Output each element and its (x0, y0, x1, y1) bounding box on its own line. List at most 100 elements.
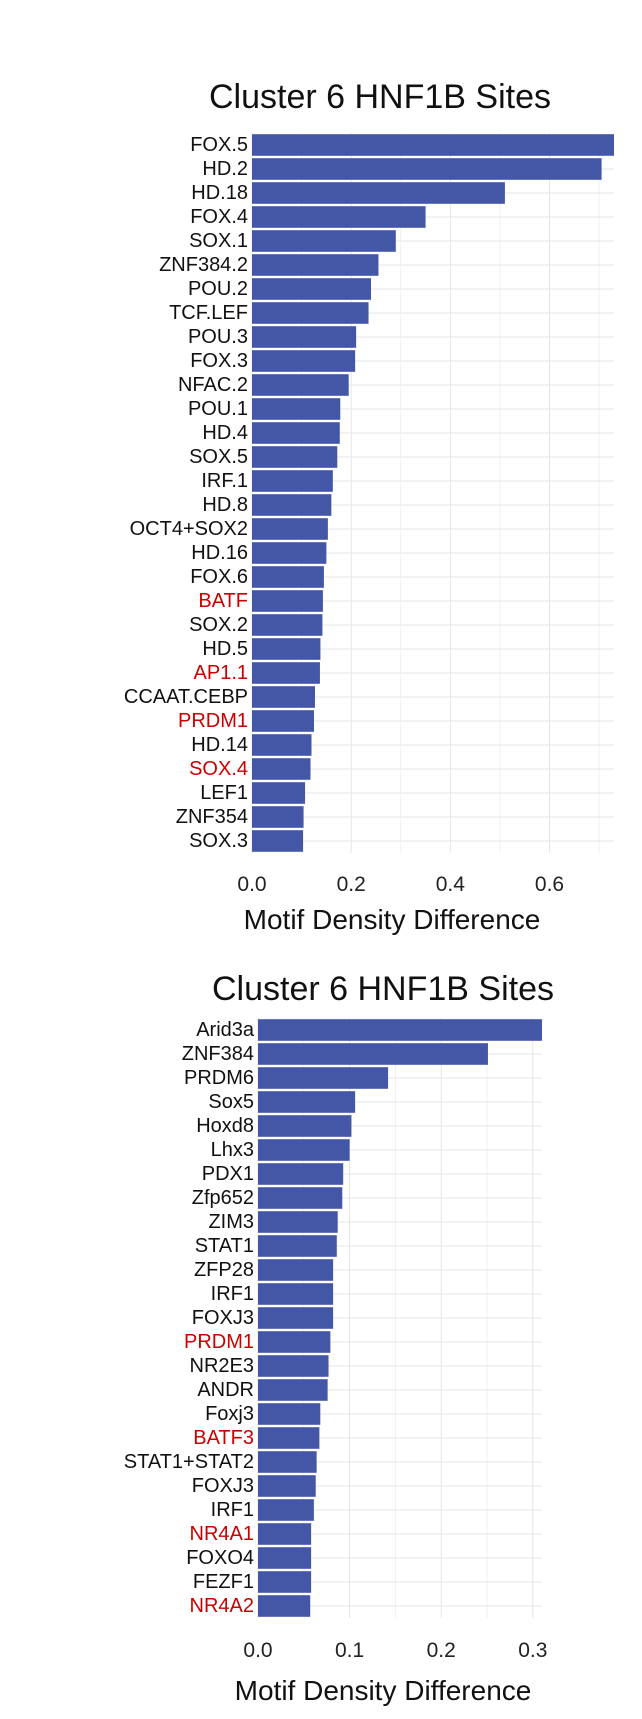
chart1-bar-3 (252, 182, 505, 204)
chart1-bar-25 (252, 710, 314, 732)
chart2-category-label: Foxj3 (205, 1403, 254, 1425)
chart2-category-label: Zfp652 (192, 1187, 254, 1209)
chart1-category-label: SOX.1 (189, 230, 248, 252)
chart2-x-tick-label: 0.0 (243, 1639, 272, 1662)
chart1-bar-30 (252, 830, 304, 852)
chart2-category-label: FOXO4 (186, 1547, 254, 1569)
chart2-bar-2 (258, 1043, 488, 1065)
chart1-bar-16 (252, 494, 332, 516)
chart2-category-label: ZIM3 (208, 1211, 254, 1233)
chart1-category-label: TCF.LEF (169, 302, 248, 324)
chart-2: Cluster 6 HNF1B Sites Arid3a ZNF384 PRDM6 So… (0, 950, 642, 1719)
chart1-category-label: SOX.5 (189, 446, 248, 468)
chart2-category-label: NR2E3 (190, 1355, 254, 1377)
chart1-bar-29 (252, 806, 304, 828)
chart1-category-label: SOX.3 (189, 830, 248, 852)
chart1-bar-18 (252, 542, 327, 564)
chart1-bar-21 (252, 614, 323, 636)
chart2-category-label: Lhx3 (211, 1139, 254, 1161)
chart1-bar-27 (252, 758, 311, 780)
chart2-category-label: Hoxd8 (196, 1115, 254, 1137)
chart2-bar-25 (258, 1595, 311, 1617)
chart-1: Cluster 6 HNF1B Sites FOX.5 HD.2 HD.18 FOX.4… (124, 78, 614, 935)
chart2-bar-20 (258, 1475, 316, 1497)
chart1-category-label: HD.5 (202, 638, 248, 660)
chart1-category-label: AP1.1 (194, 662, 248, 684)
chart1-category-label: IRF.1 (201, 470, 248, 492)
chart2-category-label: PRDM6 (184, 1067, 254, 1089)
chart-1-svg: Cluster 6 HNF1B Sites FOX.5HD.2HD.18FOX.4… (124, 78, 614, 935)
chart1-category-label: HD.14 (191, 734, 248, 756)
chart2-bar-15 (258, 1355, 329, 1377)
chart-2-svg: Cluster 6 HNF1B Sites Arid3aZNF384PRDM6So… (124, 970, 554, 1706)
chart2-category-label: BATF3 (193, 1427, 254, 1449)
chart1-bar-19 (252, 566, 324, 588)
chart2-category-label: FOXJ3 (192, 1475, 254, 1497)
chart2-category-label: PRDM1 (184, 1331, 254, 1353)
chart1-bar-11 (252, 374, 349, 396)
chart2-bar-19 (258, 1451, 317, 1473)
chart1-x-tick-label: 0.4 (436, 873, 466, 896)
chart1-category-label: FOX.4 (190, 206, 248, 228)
chart2-category-label: FEZF1 (193, 1571, 254, 1593)
chart1-bar-22 (252, 638, 321, 660)
chart2-bar-3 (258, 1067, 389, 1089)
chart1-bar-17 (252, 518, 328, 540)
chart2-bar-7 (258, 1163, 344, 1185)
chart1-category-label: HD.18 (191, 182, 248, 204)
chart1-category-label: HD.8 (202, 494, 248, 516)
chart2-x-tick-label: 0.2 (427, 1639, 456, 1662)
chart1-category-label: FOX.5 (190, 134, 248, 156)
chart1-category-label: HD.16 (191, 542, 248, 564)
chart1-category-label: HD.2 (202, 158, 248, 180)
chart2-bar-9 (258, 1211, 338, 1233)
chart1-x-tick-label: 0.2 (337, 873, 366, 896)
chart1-bar-6 (252, 254, 379, 276)
chart1-bar-1 (252, 134, 614, 156)
chart1-category-label: ZNF354 (176, 806, 248, 828)
chart1-category-label: POU.2 (188, 278, 248, 300)
chart2-x-tick-label: 0.3 (518, 1639, 547, 1662)
chart1-title: Cluster 6 HNF1B Sites (209, 78, 551, 116)
chart1-category-label: POU.3 (188, 326, 248, 348)
chart2-category-label: PDX1 (202, 1163, 254, 1185)
chart2-title: Cluster 6 HNF1B Sites (212, 970, 554, 1008)
chart1-category-label: FOX.3 (190, 350, 248, 372)
chart1-category-label: FOX.6 (190, 566, 248, 588)
chart1-category-label: NFAC.2 (178, 374, 248, 396)
chart1-bar-12 (252, 398, 341, 420)
chart2-category-label: NR4A2 (190, 1595, 254, 1617)
chart2-bar-16 (258, 1379, 328, 1401)
chart1-bar-8 (252, 302, 369, 324)
chart1-bar-14 (252, 446, 338, 468)
chart1-category-label: LEF1 (200, 782, 248, 804)
chart1-bar-26 (252, 734, 312, 756)
chart1-category-label: BATF (198, 590, 248, 612)
chart1-category-label: PRDM1 (178, 710, 248, 732)
chart1-bar-9 (252, 326, 357, 348)
chart2-bar-21 (258, 1499, 314, 1521)
chart1-bar-2 (252, 158, 602, 180)
chart1-bar-4 (252, 206, 426, 228)
chart2-category-label: ZFP28 (194, 1259, 254, 1281)
chart2-category-label: STAT1 (195, 1235, 254, 1257)
chart2-bar-5 (258, 1115, 352, 1137)
chart2-bar-24 (258, 1571, 312, 1593)
chart2-category-label: STAT1+STAT2 (124, 1451, 254, 1473)
chart1-bar-10 (252, 350, 356, 372)
chart2-bar-4 (258, 1091, 356, 1113)
chart2-category-label: IRF1 (211, 1283, 254, 1305)
chart2-category-label: FOXJ3 (192, 1307, 254, 1329)
chart2-x-axis-label: Motif Density Difference (235, 1675, 532, 1706)
chart1-bar-20 (252, 590, 323, 612)
chart2-category-label: IRF1 (211, 1499, 254, 1521)
chart2-bar-17 (258, 1403, 321, 1425)
chart2-bar-8 (258, 1187, 343, 1209)
chart2-bar-13 (258, 1307, 334, 1329)
chart1-bar-13 (252, 422, 340, 444)
chart2-bar-12 (258, 1283, 334, 1305)
chart1-bar-28 (252, 782, 306, 804)
chart1-bar-5 (252, 230, 396, 252)
chart2-bar-6 (258, 1139, 350, 1161)
chart1-category-label: SOX.4 (189, 758, 248, 780)
